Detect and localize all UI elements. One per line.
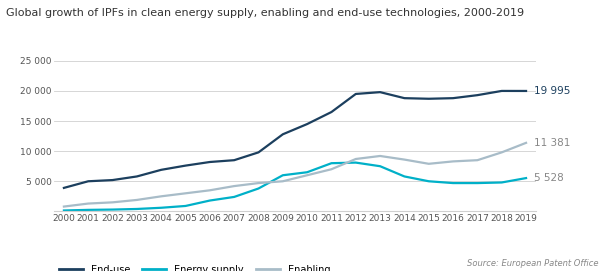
End-use	[109, 178, 116, 182]
Energy supply	[303, 171, 311, 174]
Energy supply	[352, 161, 359, 164]
Energy supply	[498, 181, 505, 184]
Energy supply	[182, 204, 189, 208]
End-use	[206, 160, 214, 164]
Energy supply	[255, 187, 262, 190]
Text: 5 528: 5 528	[535, 173, 564, 183]
Enabling	[352, 157, 359, 161]
Enabling	[182, 192, 189, 195]
Enabling	[450, 160, 457, 163]
Line: Enabling: Enabling	[64, 143, 526, 207]
Energy supply	[450, 182, 457, 185]
Enabling	[376, 154, 383, 158]
Enabling	[206, 189, 214, 192]
Energy supply	[109, 208, 116, 211]
Line: Energy supply: Energy supply	[64, 163, 526, 211]
End-use	[474, 93, 481, 97]
End-use	[328, 110, 335, 114]
End-use	[133, 175, 140, 178]
Enabling	[231, 185, 238, 188]
End-use	[376, 91, 383, 94]
Energy supply	[85, 208, 92, 211]
End-use	[523, 89, 530, 93]
End-use	[158, 168, 165, 172]
Enabling	[279, 180, 287, 183]
Text: 19 995: 19 995	[535, 86, 571, 96]
Energy supply	[328, 162, 335, 165]
Enabling	[401, 158, 408, 161]
Energy supply	[523, 176, 530, 180]
Energy supply	[158, 206, 165, 209]
Text: 11 381: 11 381	[535, 138, 571, 148]
End-use	[401, 96, 408, 100]
Enabling	[303, 174, 311, 177]
Enabling	[328, 167, 335, 171]
Energy supply	[279, 174, 287, 177]
Enabling	[255, 182, 262, 185]
End-use	[182, 164, 189, 167]
Text: Global growth of IPFs in clean energy supply, enabling and end-use technologies,: Global growth of IPFs in clean energy su…	[6, 8, 524, 18]
Energy supply	[133, 207, 140, 211]
End-use	[352, 92, 359, 96]
Enabling	[109, 201, 116, 204]
End-use	[279, 133, 287, 136]
End-use	[425, 97, 432, 100]
Energy supply	[401, 175, 408, 178]
Enabling	[85, 202, 92, 205]
Enabling	[60, 205, 67, 208]
Enabling	[133, 198, 140, 202]
Line: End-use: End-use	[64, 91, 526, 188]
Legend: End-use, Energy supply, Enabling: End-use, Energy supply, Enabling	[59, 265, 330, 271]
Energy supply	[474, 182, 481, 185]
Enabling	[425, 162, 432, 165]
Energy supply	[376, 164, 383, 168]
End-use	[303, 122, 311, 126]
Energy supply	[206, 199, 214, 202]
End-use	[450, 96, 457, 100]
End-use	[60, 186, 67, 189]
Energy supply	[231, 195, 238, 199]
Enabling	[523, 141, 530, 144]
End-use	[85, 180, 92, 183]
End-use	[498, 89, 505, 93]
Enabling	[498, 151, 505, 154]
End-use	[255, 151, 262, 154]
Enabling	[474, 159, 481, 162]
Text: Source: European Patent Office: Source: European Patent Office	[468, 259, 599, 268]
Energy supply	[60, 209, 67, 212]
Enabling	[158, 195, 165, 198]
Energy supply	[425, 180, 432, 183]
End-use	[231, 159, 238, 162]
